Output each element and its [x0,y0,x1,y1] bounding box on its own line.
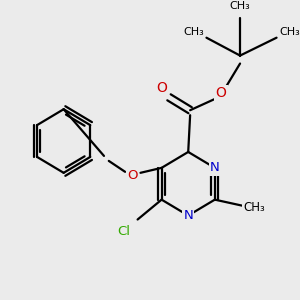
Text: CH₃: CH₃ [280,27,300,37]
Text: CH₃: CH₃ [243,201,265,214]
Text: O: O [215,86,226,100]
Text: CH₃: CH₃ [230,1,250,11]
Text: O: O [156,81,167,95]
Text: Cl: Cl [118,225,130,238]
Text: O: O [128,169,138,182]
Text: N: N [183,209,193,222]
Text: N: N [210,161,220,174]
Text: CH₃: CH₃ [184,27,204,37]
